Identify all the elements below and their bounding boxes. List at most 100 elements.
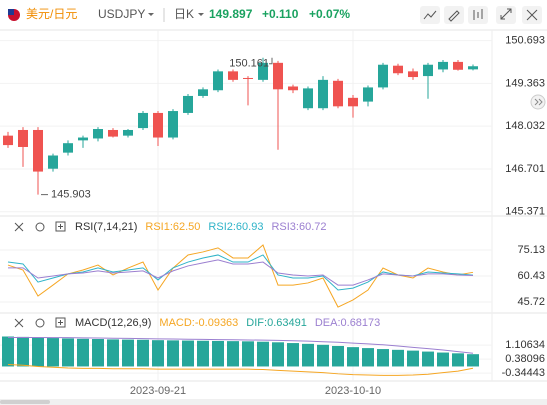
toolbar: [420, 6, 542, 24]
candle-body: [78, 137, 88, 141]
x-tick-label: 2023-10-10: [325, 385, 381, 397]
scrollbar-thumb[interactable]: [0, 400, 50, 404]
scrollbar-track: [0, 399, 547, 405]
settings-icon[interactable]: [35, 222, 45, 232]
histogram-bar: [377, 349, 389, 367]
tool-icon: [423, 10, 437, 20]
histogram-bar: [62, 338, 74, 367]
change-pct: +0.07%: [309, 7, 350, 21]
histogram-bar: [362, 348, 374, 367]
close-icon[interactable]: [14, 318, 24, 328]
histogram-bar: [317, 344, 329, 367]
histogram-bar: [392, 349, 404, 367]
histogram-bar: [2, 336, 14, 367]
indicator-line: [7, 364, 474, 376]
tool-button[interactable]: [420, 6, 440, 24]
y-tick-label: 1.10634: [505, 339, 545, 351]
histogram-bar: [302, 343, 314, 367]
indicator-line: [8, 259, 474, 286]
candle-body: [123, 129, 133, 136]
candle-body: [408, 71, 418, 78]
indicator-title: RSI(7,14,21): [75, 221, 137, 233]
histogram-bar: [92, 339, 104, 367]
histogram-bar: [407, 350, 419, 367]
add-icon[interactable]: [55, 221, 66, 232]
candle-body: [318, 79, 328, 109]
y-tick-label: 146.701: [505, 163, 545, 175]
histogram-bar: [17, 336, 29, 367]
y-tick-label: 60.43: [517, 270, 545, 282]
legend-entry: RSI1:62.50: [145, 221, 200, 233]
dropdown-caret[interactable]: [148, 13, 154, 16]
flag-icon-canton: [8, 9, 14, 15]
legend-entry: RSI3:60.72: [271, 221, 326, 233]
tool-icon: [500, 8, 512, 20]
histogram-bar: [257, 341, 269, 367]
histogram-bar: [122, 339, 134, 367]
tool-icon: [448, 10, 460, 22]
tool-icon: [526, 9, 538, 21]
histogram-bar: [287, 343, 299, 367]
tool-icon: [473, 9, 483, 20]
histogram-bar: [242, 341, 254, 367]
indicator-title: MACD(12,26,9): [75, 317, 151, 329]
y-tick-label: 0.38096: [505, 353, 545, 365]
candle-body: [153, 112, 163, 138]
y-tick-label: 75.13: [517, 244, 545, 256]
candle-body: [213, 71, 223, 91]
histogram-bar: [272, 342, 284, 367]
histogram-bar: [422, 351, 434, 367]
histogram-bar: [137, 339, 149, 367]
price: 149.897: [209, 7, 253, 21]
tool-button[interactable]: [496, 6, 516, 24]
symbol-code[interactable]: USDJPY: [98, 7, 145, 21]
tool-button[interactable]: [444, 6, 464, 24]
symbol-name[interactable]: 美元/日元: [26, 7, 77, 21]
histogram-bar: [197, 340, 209, 367]
histogram-bar: [467, 354, 479, 367]
legend-entry: RSI2:60.93: [208, 221, 263, 233]
y-tick-label: 145.371: [505, 206, 545, 218]
candle-body: [363, 87, 373, 102]
candle-body: [423, 64, 433, 77]
y-tick-label: -0.34443: [502, 367, 545, 379]
close-icon[interactable]: [14, 222, 24, 232]
candle-body: [228, 71, 238, 80]
histogram-bar: [212, 340, 224, 367]
candle-body: [273, 62, 283, 90]
scroll-icon: [534, 98, 543, 106]
settings-icon[interactable]: [35, 318, 45, 328]
candle-body: [138, 112, 148, 129]
add-icon[interactable]: [55, 317, 66, 328]
candle-body: [438, 61, 448, 70]
candle-body: [93, 129, 103, 139]
period[interactable]: 日K: [174, 7, 194, 21]
candle-body: [453, 61, 463, 70]
histogram-bar: [437, 352, 449, 367]
histogram-bar: [77, 338, 89, 367]
histogram-bar: [152, 340, 164, 367]
candle-body: [183, 95, 193, 113]
rsi-tools: [14, 221, 66, 232]
add-icon-plus: [58, 224, 63, 229]
dropdown-caret[interactable]: [198, 13, 204, 16]
histogram-bar: [107, 339, 119, 367]
macd-tools: [14, 317, 66, 328]
candle-body: [198, 89, 208, 96]
histogram-bar: [227, 341, 239, 367]
histogram-bar: [182, 340, 194, 367]
min-label: 145.903: [51, 189, 91, 201]
histogram-bar: [347, 347, 359, 367]
candle-body: [243, 77, 253, 79]
candle-body: [333, 80, 343, 107]
indicator-line: [7, 244, 474, 308]
max-label: 150.161: [229, 58, 269, 70]
candle-body: [348, 97, 358, 107]
y-tick-label: 149.363: [505, 77, 545, 89]
histogram-bar: [47, 338, 59, 367]
histogram-bar: [167, 340, 179, 367]
candle-body: [48, 155, 58, 169]
indicator-line: [8, 336, 474, 354]
candle-body: [378, 64, 388, 88]
